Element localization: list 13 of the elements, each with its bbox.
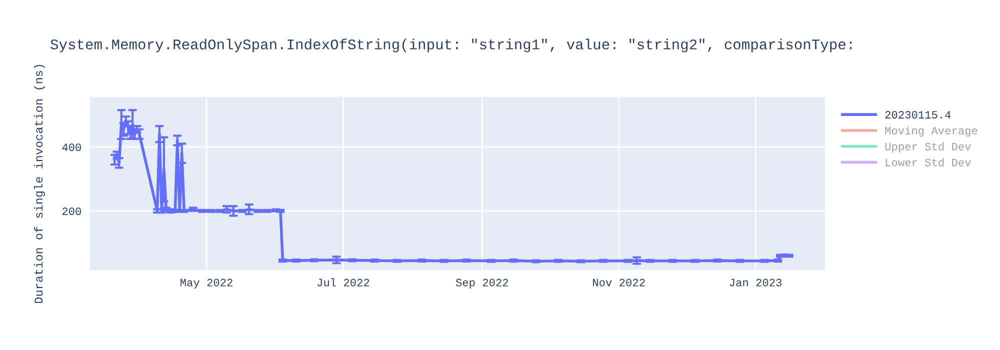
y-tick-label: 400 — [62, 143, 81, 152]
legend-label: Lower Std Dev — [886, 158, 971, 166]
x-tick-label: Jul 2022 — [318, 278, 370, 286]
x-tick-label: Nov 2022 — [593, 278, 645, 286]
y-tick-label: 200 — [62, 208, 81, 216]
x-tick-label: Sep 2022 — [456, 278, 508, 289]
legend-label: 20230115.4 — [885, 111, 951, 119]
chart-title: System.Memory.ReadOnlySpan.IndexOfString(input: "string1", value: "string2", comparisonType: — [50, 38, 852, 52]
y-axis-title: Duration of single invocation (ns) — [34, 64, 45, 303]
legend-label: Moving Average — [885, 126, 978, 137]
legend-label: Upper Std Dev — [885, 142, 971, 153]
x-tick-label: May 2022 — [180, 278, 232, 289]
x-tick-label: Jan 2023 — [730, 278, 782, 286]
